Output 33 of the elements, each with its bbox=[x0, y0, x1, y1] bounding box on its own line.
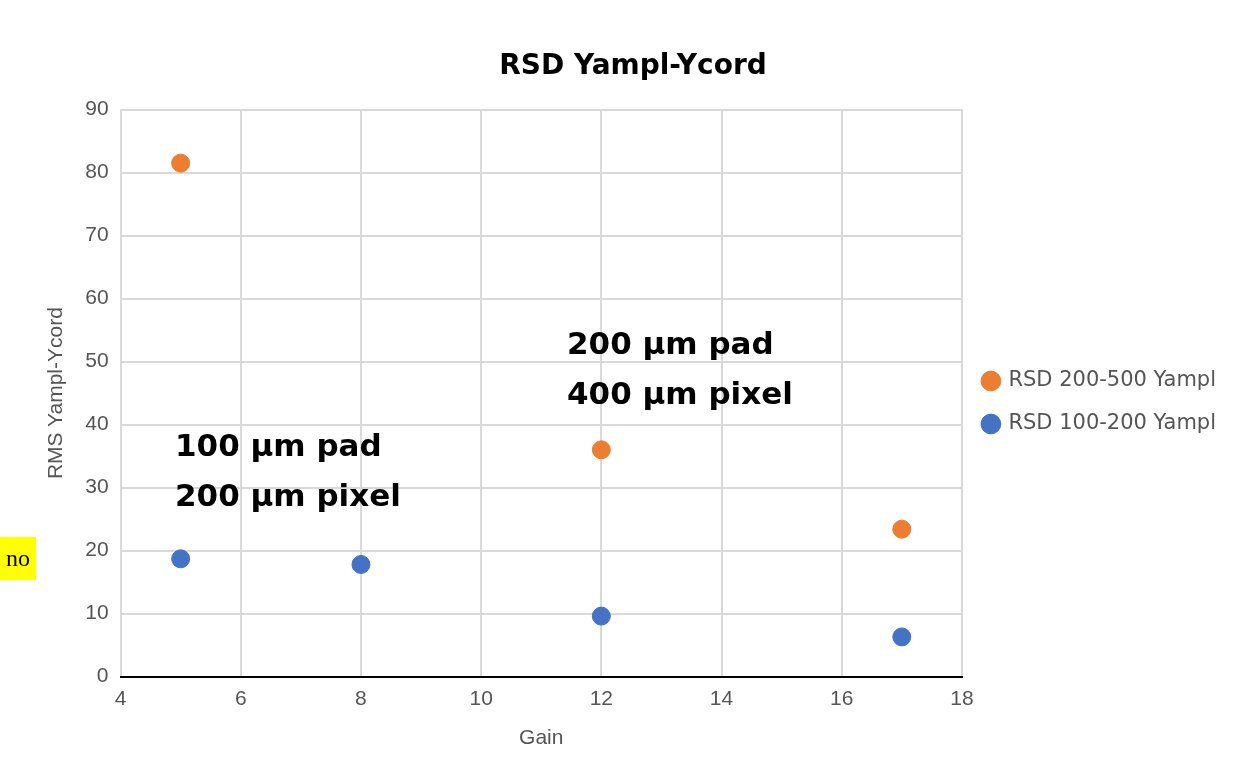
x-tick-label: 18 bbox=[950, 686, 974, 709]
annotation: 100 µm pad 200 µm pixel bbox=[175, 426, 401, 515]
y-tick-label: 90 bbox=[85, 96, 109, 120]
chart-title: RSD Yampl-Ycord bbox=[499, 48, 767, 82]
x-tick-label: 14 bbox=[709, 686, 734, 709]
y-tick-label: 30 bbox=[85, 474, 109, 498]
annotation: 200 µm pad 400 µm pixel bbox=[567, 324, 793, 413]
x-tick-label: 8 bbox=[355, 686, 367, 709]
y-axis-title: RMS Yampl-Ycord bbox=[43, 307, 67, 480]
point bbox=[351, 554, 371, 574]
x-axis-title: Gain bbox=[519, 725, 564, 749]
x-tick-label: 10 bbox=[469, 686, 493, 709]
point bbox=[892, 519, 912, 539]
point bbox=[171, 153, 191, 173]
y-tick-label: 20 bbox=[85, 537, 109, 561]
y-tick-label: 60 bbox=[85, 285, 109, 309]
y-tick-label: 40 bbox=[85, 411, 109, 435]
y-tick-label: 0 bbox=[96, 663, 109, 687]
x-tick-label: 4 bbox=[114, 686, 127, 709]
y-tick-label: 80 bbox=[85, 159, 109, 183]
y-tick-label: 10 bbox=[85, 600, 109, 624]
legend-label: RSD 200-500 Yampl bbox=[1008, 367, 1217, 392]
x-tick-label: 6 bbox=[234, 686, 247, 709]
point bbox=[591, 440, 611, 460]
x-tick-label: 12 bbox=[589, 686, 613, 709]
y-tick-label: 50 bbox=[85, 348, 109, 372]
legend-label: RSD 100-200 Yampl bbox=[1008, 410, 1217, 435]
point bbox=[892, 627, 912, 647]
y-tick-label: 70 bbox=[85, 222, 109, 246]
x-tick-label: 16 bbox=[830, 686, 854, 709]
text: no bbox=[0, 537, 36, 580]
point bbox=[591, 606, 611, 626]
point bbox=[171, 549, 191, 569]
